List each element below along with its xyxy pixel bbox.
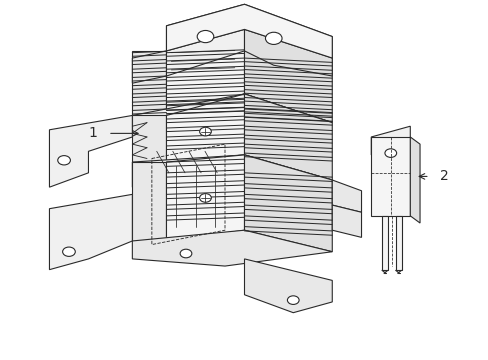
Polygon shape	[370, 137, 409, 216]
Polygon shape	[395, 216, 401, 270]
Circle shape	[265, 32, 282, 44]
Polygon shape	[132, 230, 331, 266]
Polygon shape	[166, 4, 331, 58]
Polygon shape	[166, 30, 244, 76]
Polygon shape	[409, 137, 419, 223]
Circle shape	[197, 31, 213, 42]
Polygon shape	[49, 116, 132, 187]
Text: 2: 2	[439, 170, 448, 183]
Polygon shape	[331, 205, 361, 237]
Circle shape	[199, 127, 211, 136]
Polygon shape	[244, 30, 331, 76]
Polygon shape	[132, 162, 166, 241]
Polygon shape	[132, 155, 331, 191]
Polygon shape	[370, 126, 409, 155]
Polygon shape	[244, 155, 331, 252]
Circle shape	[62, 247, 75, 256]
Polygon shape	[244, 30, 331, 123]
Circle shape	[287, 296, 299, 305]
Circle shape	[199, 194, 211, 202]
Polygon shape	[132, 51, 166, 83]
Polygon shape	[49, 194, 132, 270]
Polygon shape	[132, 116, 166, 162]
Polygon shape	[132, 94, 331, 144]
Circle shape	[180, 249, 191, 258]
Text: 1: 1	[89, 126, 98, 140]
Polygon shape	[244, 94, 331, 180]
Polygon shape	[166, 155, 244, 241]
Polygon shape	[331, 180, 361, 212]
Polygon shape	[166, 4, 331, 58]
Polygon shape	[166, 94, 244, 162]
Polygon shape	[381, 216, 387, 270]
Polygon shape	[132, 51, 166, 116]
Circle shape	[58, 156, 70, 165]
Circle shape	[384, 149, 396, 157]
Polygon shape	[244, 259, 331, 313]
Polygon shape	[166, 30, 244, 116]
